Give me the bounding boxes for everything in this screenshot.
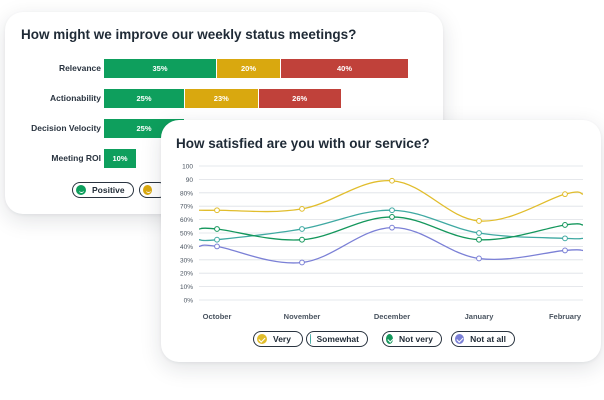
satisfaction-chart-title: How satisfied are you with our service? (176, 136, 430, 151)
y-tick-label: 20% (180, 271, 193, 278)
bar-row-label: Meeting ROI (51, 153, 101, 163)
y-tick-label: 70% (180, 204, 193, 211)
x-tick-label: November (284, 312, 321, 321)
legend-positive-label: Positive (92, 185, 125, 195)
bar-row-label: Relevance (58, 63, 101, 73)
y-tick-label: 40% (180, 244, 193, 251)
data-point (389, 224, 395, 231)
data-point (562, 247, 568, 254)
data-point (389, 177, 395, 184)
x-tick-label: February (549, 312, 582, 321)
legend-label: Somewhat (316, 334, 359, 344)
bar-segment: 10% (104, 149, 136, 168)
x-tick-label: January (465, 312, 495, 321)
data-point (476, 218, 482, 224)
data-point (562, 222, 568, 228)
bar-segment: 20% (216, 59, 280, 78)
service-satisfaction-card: How satisfied are you with our service? … (161, 120, 601, 362)
data-point (476, 230, 482, 236)
legend-item[interactable]: Not at all (451, 331, 515, 347)
line-chart: 0% 10% 20% 30% 40% 50% 60% 70% 80% 90 100 October No… (180, 164, 584, 321)
legend-label: Very (273, 334, 291, 344)
data-point (299, 226, 305, 232)
bar-row-label: Decision Velocity (31, 123, 101, 133)
x-tick-label: December (374, 312, 410, 321)
legend-label: Not very (398, 334, 433, 344)
y-tick-label: 50% (180, 231, 193, 238)
data-point (562, 191, 568, 198)
legend-item[interactable]: Not very (382, 331, 442, 347)
y-tick-label: 100 (182, 164, 193, 171)
data-point (214, 243, 220, 250)
y-tick-label: 60% (180, 217, 193, 224)
data-point (476, 236, 482, 243)
checkmark-icon (455, 334, 465, 344)
data-point (389, 207, 395, 214)
y-tick-label: 90 (186, 177, 194, 184)
smile-icon (76, 185, 86, 195)
legend-positive[interactable]: Positive (72, 182, 134, 198)
y-tick-label: 30% (180, 257, 193, 264)
y-tick-label: 10% (180, 284, 193, 291)
y-tick-label: 80% (180, 190, 193, 197)
bar-segment: 35% (104, 59, 216, 78)
bar-segment: 23% (184, 89, 258, 108)
legend-item[interactable]: Very (253, 331, 303, 347)
bar-segment: 40% (280, 59, 408, 78)
bar-segment: 25% (104, 89, 184, 108)
meetings-chart-title: How might we improve our weekly status m… (21, 27, 357, 42)
neutral-face-icon (143, 185, 152, 195)
data-point (214, 226, 220, 232)
legend-label: Not at all (470, 334, 506, 344)
data-point (299, 236, 305, 243)
data-point (299, 205, 305, 212)
y-tick-label: 0% (184, 298, 194, 305)
data-point (562, 235, 568, 242)
data-point (299, 259, 305, 266)
data-point (214, 207, 220, 214)
bar-segment: 26% (257, 89, 341, 108)
legend-item[interactable]: Somewhat (306, 331, 368, 347)
checkmark-icon (257, 334, 267, 344)
data-point (476, 255, 482, 262)
x-tick-label: October (203, 312, 232, 321)
data-point (389, 214, 395, 220)
checkmark-icon (386, 334, 393, 344)
bar-row-label: Actionability (49, 93, 101, 103)
data-point (214, 236, 220, 243)
